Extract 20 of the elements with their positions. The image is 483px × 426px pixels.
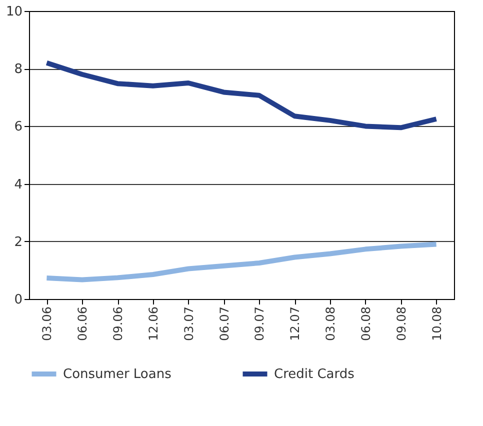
- x-tick-label: 09.07: [252, 306, 267, 341]
- legend-label: Credit Cards: [274, 367, 355, 382]
- y-tick-label: 6: [14, 120, 22, 135]
- y-tick-label: 0: [14, 292, 22, 308]
- x-tick-label: 06.07: [217, 306, 232, 341]
- x-tick-label: 03.08: [324, 306, 338, 341]
- y-tick-label: 10: [6, 4, 22, 20]
- x-tick-label: 06.08: [358, 306, 373, 341]
- x-tick-label: 03.07: [182, 306, 196, 341]
- x-tick-label: 09.08: [394, 306, 408, 341]
- x-tick-label: 12.06: [146, 306, 160, 341]
- legend-label: Consumer Loans: [63, 367, 172, 382]
- x-tick-label: 10.08: [430, 306, 444, 341]
- y-tick-label: 2: [14, 234, 22, 250]
- y-tick-label: 4: [14, 177, 22, 192]
- y-tick-label: 8: [14, 62, 22, 78]
- x-tick-label: 09.06: [111, 306, 126, 341]
- x-tick-label: 12.07: [288, 306, 302, 341]
- x-tick-label: 06.06: [76, 306, 90, 341]
- x-tick-label: 03.06: [40, 306, 54, 341]
